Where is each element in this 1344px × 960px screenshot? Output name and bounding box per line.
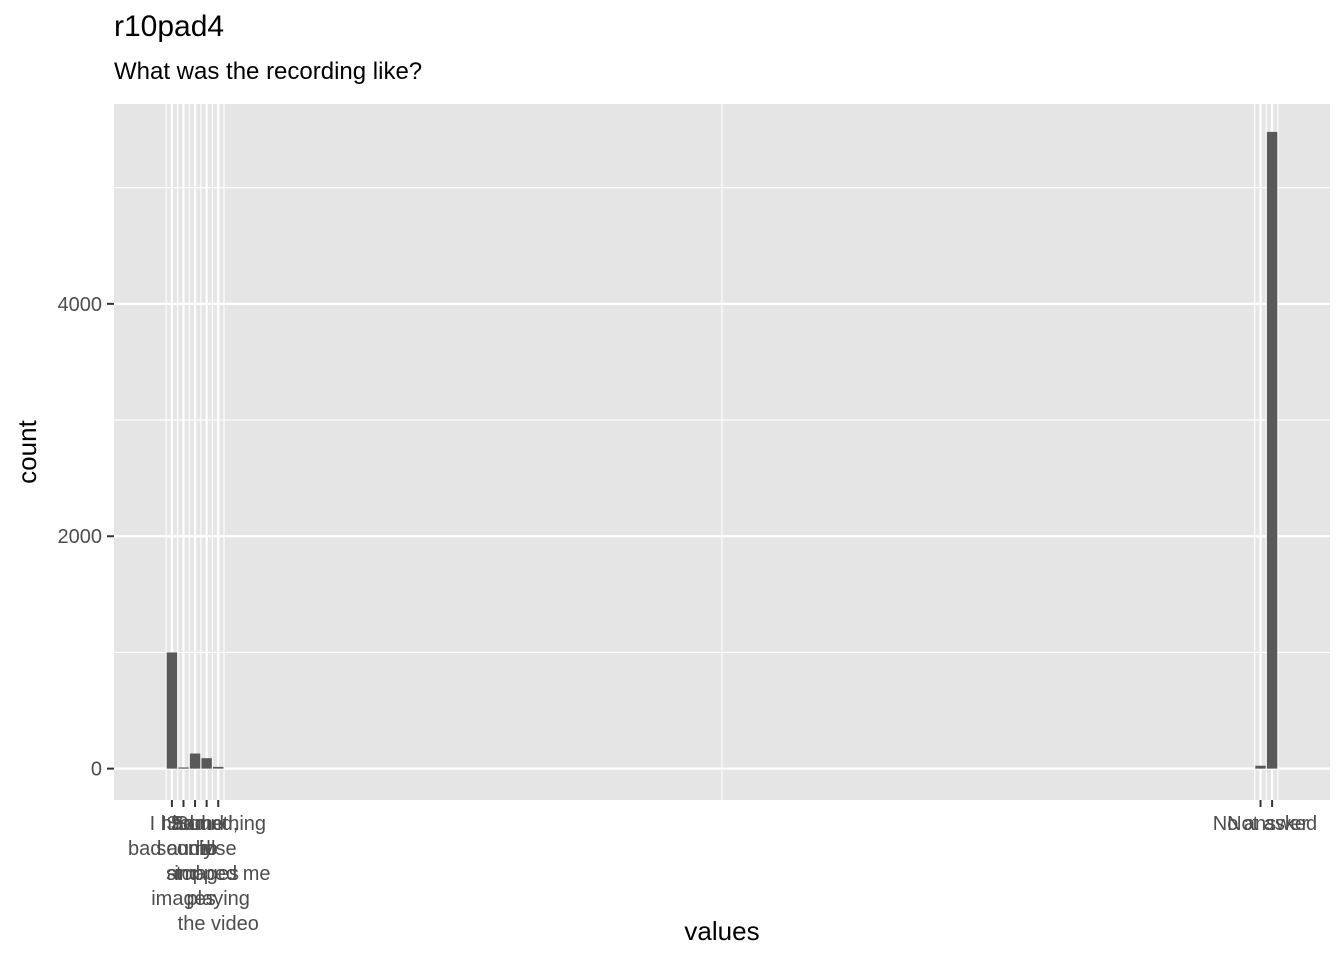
- y-tick-label: 4000: [58, 294, 103, 316]
- x-tick-label: Sound, no images: [174, 813, 238, 885]
- bar: [189, 753, 201, 769]
- bar: [166, 652, 178, 769]
- x-tick-label: No answer: [1213, 813, 1309, 835]
- bar: [178, 767, 189, 769]
- grid-major: [114, 104, 1330, 800]
- y-tick-label: 0: [91, 759, 102, 781]
- bar: [201, 758, 212, 769]
- x-tick-label: I had sound and images: [151, 813, 215, 910]
- x-tick-label: I had bad audio: [128, 813, 216, 860]
- x-tick-label: Something else stopped me playing the video: [166, 813, 271, 935]
- x-tick-label: Sound only: [166, 813, 224, 860]
- bar: [1266, 131, 1278, 769]
- chart-subtitle: What was the recording like?: [114, 58, 423, 85]
- y-axis-title: count: [12, 419, 42, 483]
- y-axis: 0 2000 4000: [58, 294, 114, 781]
- bars-group: [166, 131, 1278, 769]
- x-axis-title: values: [684, 916, 759, 946]
- grid-minor: [114, 104, 1330, 800]
- y-tick-label: 2000: [58, 526, 103, 548]
- bar: [1255, 765, 1266, 769]
- chart-title: r10pad4: [114, 10, 225, 43]
- bar: [213, 766, 224, 769]
- x-tick-label: Not asked: [1227, 813, 1317, 835]
